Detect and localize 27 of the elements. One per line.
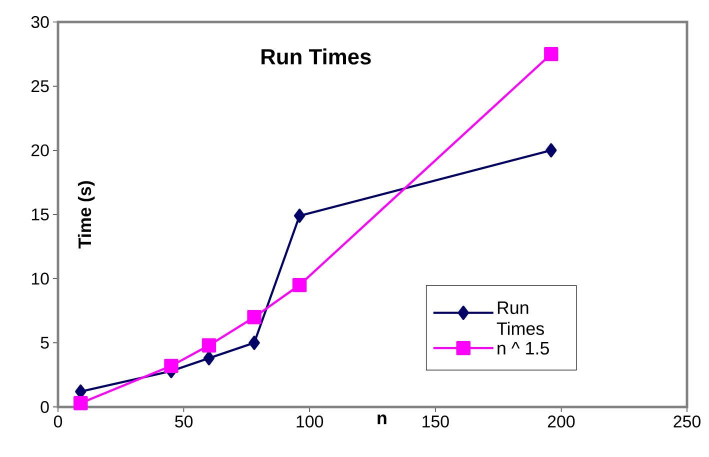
point: [294, 208, 306, 223]
point: [202, 338, 216, 352]
y-tick-label: 30: [31, 16, 49, 28]
point: [292, 278, 307, 292]
x-tick-label: 150: [422, 416, 449, 428]
y-axis-title: Time (s): [78, 181, 95, 248]
y-tick-label: 15: [32, 208, 49, 220]
text: Run Times: [262, 48, 371, 64]
x-axis-title: n: [378, 414, 386, 424]
y-tick-label: 10: [32, 272, 49, 285]
point: [544, 46, 558, 62]
point: [247, 310, 262, 324]
x-tick-label: 100: [296, 416, 324, 428]
point: [164, 358, 178, 374]
x-tick-label: 250: [674, 416, 700, 428]
point: [546, 143, 557, 158]
point: [248, 336, 260, 350]
point: [74, 396, 88, 410]
y-tick-label: 0: [40, 400, 49, 413]
y-tick-label: 25: [32, 80, 49, 92]
x-tick-label: 50: [175, 416, 193, 428]
x-tick-label: 0: [54, 416, 62, 428]
y-tick-label: 20: [32, 144, 49, 156]
y-tick-label: 5: [40, 336, 49, 349]
legend-label: n ^ 1.5: [498, 342, 549, 355]
x-tick-label: 200: [548, 416, 575, 428]
point: [203, 351, 215, 366]
